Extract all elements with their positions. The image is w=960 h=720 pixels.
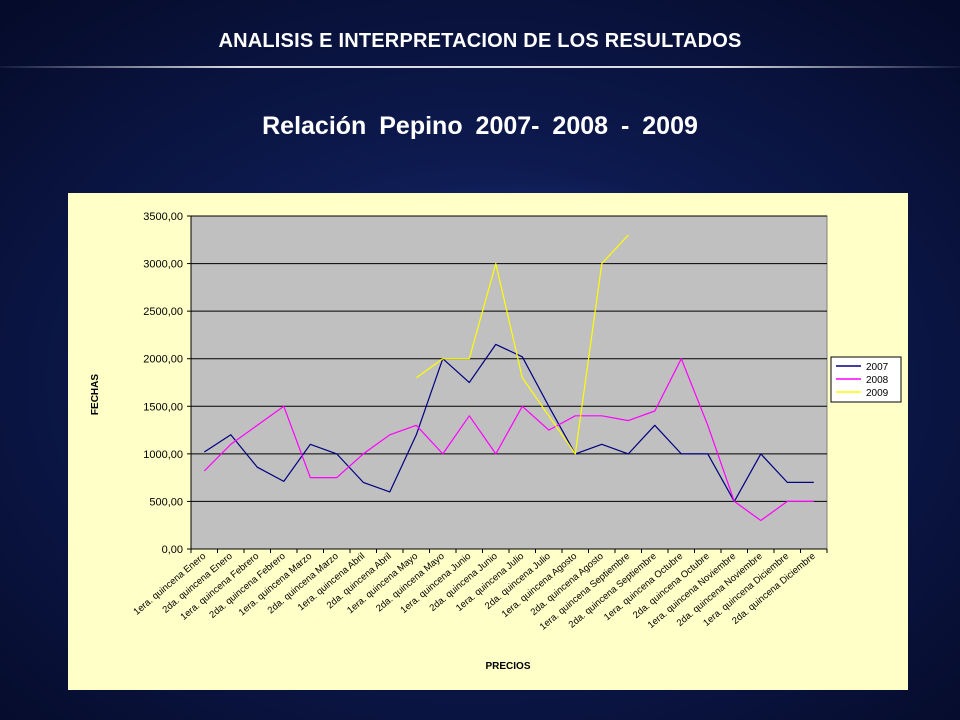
y-axis-title: FECHAS bbox=[90, 374, 101, 415]
legend-label: 2007 bbox=[866, 362, 889, 373]
series-line-2007 bbox=[203, 343, 814, 502]
y-tick-label: 1000,00 bbox=[143, 449, 183, 461]
series-line-2008 bbox=[203, 358, 814, 522]
legend-label: 2009 bbox=[866, 388, 889, 399]
legend-label: 2008 bbox=[866, 375, 889, 386]
legend: 2007 2008 2009 bbox=[830, 356, 902, 403]
chart-area: 0,00 500,00 1000,00 1500,00 2000,00 2500,00 30… bbox=[68, 193, 908, 690]
y-tick-label: 1500,00 bbox=[143, 401, 183, 413]
series-line-2009 bbox=[415, 234, 629, 455]
chart-title: Relación Pepino 2007- 2008 - 2009 bbox=[262, 112, 698, 140]
y-tick-label: 3000,00 bbox=[143, 259, 183, 271]
line-chart: 0,00 500,00 1000,00 1500,00 2000,00 2500,00 30… bbox=[90, 211, 902, 672]
y-tick-labels: 0,00 500,00 1000,00 1500,00 2000,00 2500,00 30… bbox=[143, 211, 183, 556]
slide-title: ANALISIS E INTERPRETACION DE LOS RESULTA… bbox=[218, 30, 742, 52]
gridlines bbox=[187, 215, 828, 553]
series-lines bbox=[203, 234, 814, 522]
y-tick-label: 2000,00 bbox=[143, 354, 183, 366]
title-divider bbox=[0, 66, 960, 68]
y-tick-label: 3500,00 bbox=[143, 211, 183, 223]
y-tick-label: 500,00 bbox=[149, 496, 183, 508]
x-axis-title: PRECIOS bbox=[485, 661, 530, 672]
plot-area bbox=[190, 215, 828, 550]
y-tick-label: 0,00 bbox=[162, 544, 183, 556]
y-tick-label: 2500,00 bbox=[143, 306, 183, 318]
